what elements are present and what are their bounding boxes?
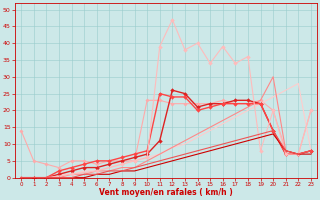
X-axis label: Vent moyen/en rafales ( km/h ): Vent moyen/en rafales ( km/h ) (99, 188, 233, 197)
